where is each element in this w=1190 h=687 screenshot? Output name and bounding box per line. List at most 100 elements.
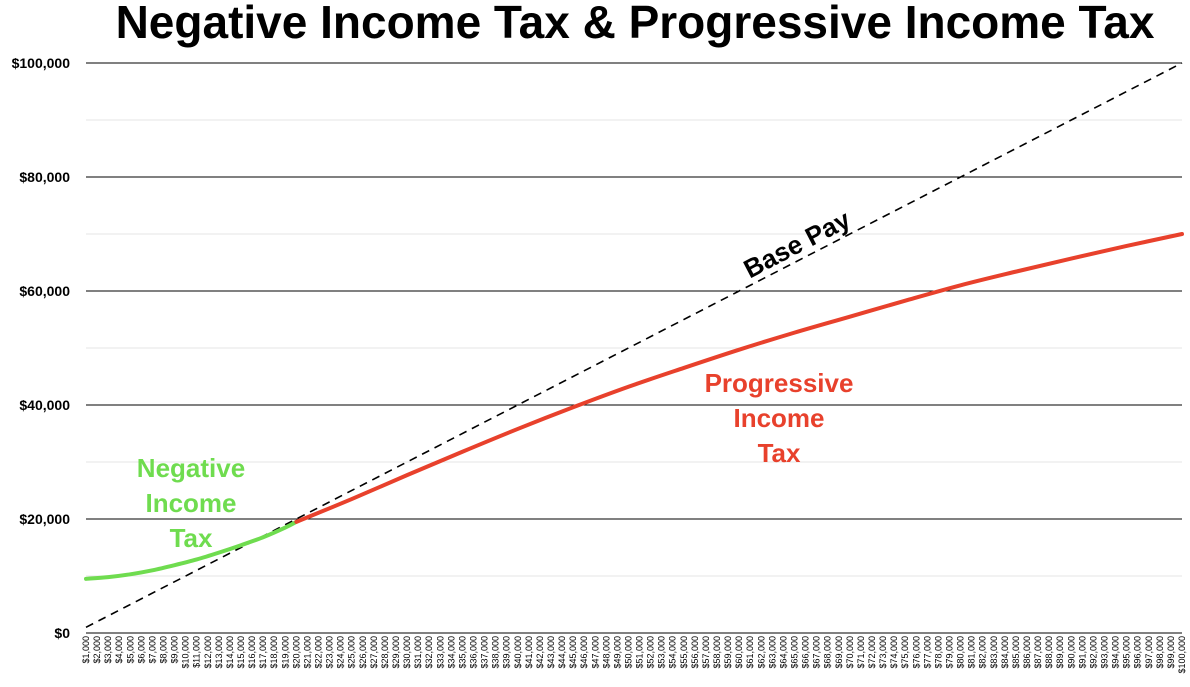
x-tick-label: $73,000 [878,636,888,669]
x-tick-label: $51,000 [635,636,645,669]
x-tick-label: $44,000 [557,636,567,669]
annotation-base-pay: Base Pay [739,204,856,284]
x-tick-label: $8,000 [158,636,168,664]
x-tick-label: $38,000 [491,636,501,669]
x-tick-label: $25,000 [347,636,357,669]
x-tick-label: $39,000 [502,636,512,669]
series-lines [84,62,1184,629]
x-tick-label: $35,000 [457,636,467,669]
x-tick-label: $78,000 [933,636,943,669]
x-tick-label: $52,000 [646,636,656,669]
x-tick-label: $1,000 [81,636,91,664]
x-tick-label: $60,000 [734,636,744,669]
x-tick-label: $88,000 [1044,636,1054,669]
x-tick-label: $100,000 [1177,636,1187,674]
annotations: Base Pay Progressive Income Tax Negative Inco… [137,204,856,553]
x-tick-label: $48,000 [601,636,611,669]
x-tick-label: $28,000 [380,636,390,669]
x-tick-label: $53,000 [657,636,667,669]
x-axis-ticks: $1,000 $2,000 $3,000 $4,000 $5,000 $6,000 $7,0… [81,636,1187,674]
x-tick-label: $77,000 [922,636,932,669]
x-tick-label: $3,000 [103,636,113,664]
x-tick-label: $27,000 [369,636,379,669]
x-tick-label: $94,000 [1111,636,1121,669]
x-tick-label: $49,000 [612,636,622,669]
x-tick-label: $31,000 [413,636,423,669]
x-tick-label: $40,000 [513,636,523,669]
series-line [85,62,1183,629]
x-tick-label: $92,000 [1088,636,1098,669]
minor-gridlines [86,119,1182,577]
x-tick-label: $72,000 [867,636,877,669]
annotation-negative-income-tax: Negative [137,453,245,483]
x-tick-label: $56,000 [690,636,700,669]
x-tick-label: $58,000 [712,636,722,669]
x-tick-label: $90,000 [1066,636,1076,669]
x-tick-label: $20,000 [291,636,301,669]
y-tick-label: $20,000 [19,511,70,527]
x-tick-label: $81,000 [967,636,977,669]
x-tick-label: $10,000 [181,636,191,669]
x-tick-label: $4,000 [114,636,124,664]
x-tick-label: $99,000 [1166,636,1176,669]
x-tick-label: $69,000 [834,636,844,669]
series-line [84,519,299,581]
x-tick-label: $75,000 [900,636,910,669]
x-tick-label: $62,000 [756,636,766,669]
x-tick-label: $55,000 [679,636,689,669]
x-tick-label: $29,000 [391,636,401,669]
chart-title: Negative Income Tax & Progressive Income… [116,0,1155,48]
x-tick-label: $21,000 [302,636,312,669]
x-tick-label: $66,000 [801,636,811,669]
x-tick-label: $65,000 [790,636,800,669]
annotation-negative-income-tax: Income [145,488,236,518]
x-tick-label: $9,000 [170,636,180,664]
x-tick-label: $97,000 [1144,636,1154,669]
x-tick-label: $86,000 [1022,636,1032,669]
x-tick-label: $5,000 [125,636,135,664]
x-tick-label: $15,000 [236,636,246,669]
x-tick-label: $17,000 [258,636,268,669]
x-tick-label: $11,000 [192,636,202,668]
x-tick-label: $13,000 [214,636,224,669]
x-tick-label: $76,000 [911,636,921,669]
x-tick-label: $45,000 [568,636,578,669]
x-tick-label: $47,000 [590,636,600,669]
x-tick-label: $85,000 [1011,636,1021,669]
annotation-progressive-income-tax: Progressive [705,368,854,398]
y-tick-label: $0 [54,625,70,641]
major-gridlines [86,62,1182,634]
x-tick-label: $6,000 [136,636,146,664]
x-tick-label: $70,000 [845,636,855,669]
annotation-negative-income-tax: Tax [170,523,213,553]
x-tick-label: $30,000 [402,636,412,669]
x-tick-label: $96,000 [1133,636,1143,669]
x-tick-label: $63,000 [767,636,777,669]
x-tick-label: $93,000 [1100,636,1110,669]
series-line [294,232,1184,524]
x-tick-label: $23,000 [325,636,335,669]
x-tick-label: $14,000 [225,636,235,669]
x-tick-label: $87,000 [1033,636,1043,669]
y-tick-label: $100,000 [12,55,71,71]
x-tick-label: $18,000 [269,636,279,669]
x-tick-label: $12,000 [203,636,213,669]
x-tick-label: $83,000 [989,636,999,669]
x-tick-label: $57,000 [701,636,711,669]
x-tick-label: $82,000 [978,636,988,669]
x-tick-label: $84,000 [1000,636,1010,669]
x-tick-label: $22,000 [313,636,323,669]
y-tick-label: $80,000 [19,169,70,185]
annotation-progressive-income-tax: Tax [758,438,801,468]
x-tick-label: $91,000 [1077,636,1087,669]
y-tick-label: $60,000 [19,283,70,299]
x-tick-label: $89,000 [1055,636,1065,669]
annotation-progressive-income-tax: Income [733,403,824,433]
x-tick-label: $36,000 [468,636,478,669]
x-tick-label: $61,000 [745,636,755,669]
x-tick-label: $7,000 [147,636,157,664]
x-tick-label: $74,000 [889,636,899,669]
x-tick-label: $33,000 [435,636,445,669]
x-tick-label: $79,000 [945,636,955,669]
